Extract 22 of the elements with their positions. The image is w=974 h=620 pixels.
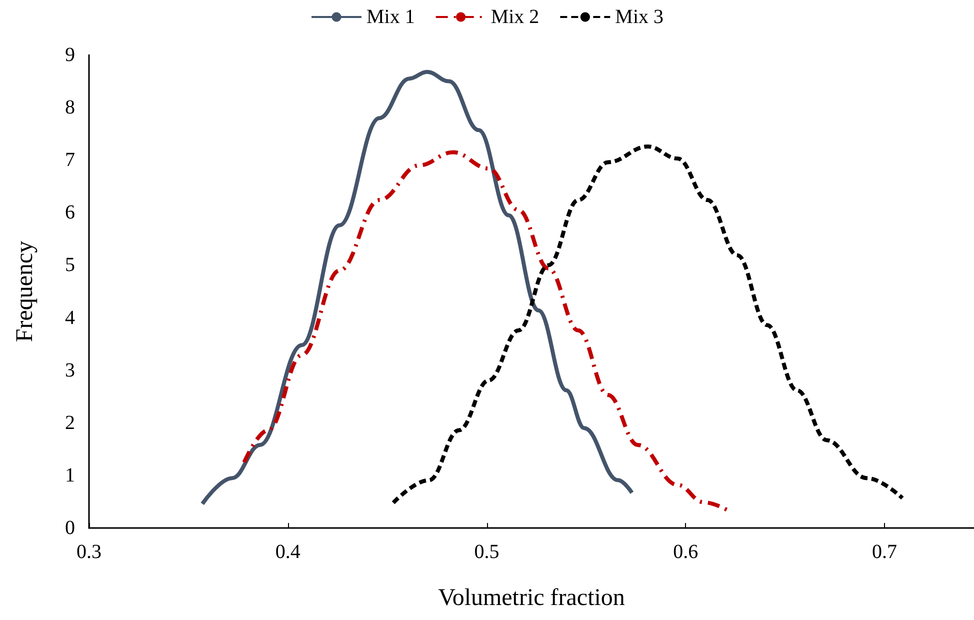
legend-label: Mix 2 (490, 6, 540, 28)
line-series (391, 144, 904, 505)
x-tick-label: 0.4 (275, 541, 300, 563)
y-tick-label: 8 (65, 96, 75, 119)
y-tick-label: 7 (65, 149, 75, 172)
y-tick-label: 0 (65, 517, 75, 539)
x-tick-label: 0.3 (76, 541, 102, 563)
x-tick-label: 0.6 (673, 541, 698, 563)
x-tick-label: 0.5 (474, 541, 500, 563)
line-series (200, 70, 634, 506)
y-tick-label: 3 (65, 359, 75, 382)
legend-label: Mix 1 (366, 6, 415, 28)
y-tick-label: 2 (65, 412, 75, 434)
y-tick-label: 6 (65, 202, 75, 224)
legend-label: Mix 3 (615, 6, 664, 28)
x-axis-title: Volumetric fraction (438, 585, 625, 611)
y-tick-label: 4 (65, 306, 75, 329)
y-tick-label: 5 (65, 254, 75, 276)
y-tick-label: 9 (65, 44, 75, 66)
x-tick-label: 0.7 (872, 541, 898, 563)
y-tick-label: 1 (65, 464, 75, 486)
y-axis-title: Frequency (12, 240, 38, 342)
